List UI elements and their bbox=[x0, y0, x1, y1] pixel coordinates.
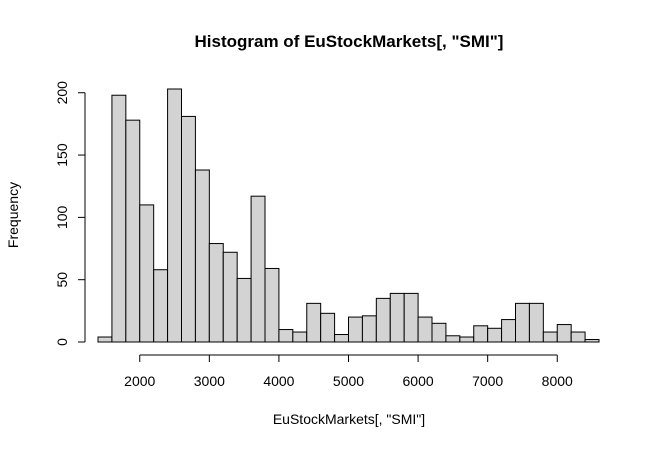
histogram-bar bbox=[584, 339, 600, 343]
histogram-bar bbox=[403, 292, 419, 343]
x-axis: 2000 3000 4000 5000 6000 7000 8000 bbox=[124, 354, 573, 389]
histogram-bar bbox=[556, 324, 572, 343]
histogram-bar bbox=[542, 331, 558, 343]
x-tick-label: 6000 bbox=[403, 373, 434, 389]
bars-group bbox=[97, 88, 600, 343]
histogram-bar bbox=[111, 94, 127, 343]
histogram-bar bbox=[181, 115, 196, 343]
histogram-bar bbox=[375, 297, 391, 343]
histogram-bar bbox=[264, 267, 280, 343]
histogram-bar bbox=[97, 336, 113, 343]
histogram-bar bbox=[306, 302, 322, 343]
y-tick-label: 50 bbox=[54, 272, 70, 288]
x-tick-label: 7000 bbox=[472, 373, 503, 389]
histogram-bar bbox=[389, 292, 405, 343]
histogram-bar bbox=[292, 331, 308, 343]
y-tick-label: 100 bbox=[54, 205, 70, 229]
histogram-bar bbox=[473, 325, 489, 343]
histogram-bar bbox=[431, 322, 447, 343]
histogram-bar bbox=[320, 312, 336, 343]
histogram-bar bbox=[125, 119, 141, 343]
histogram-bar bbox=[501, 319, 516, 343]
histogram-bar bbox=[528, 302, 544, 343]
histogram-bar bbox=[194, 169, 210, 343]
histogram-bar bbox=[153, 269, 169, 343]
x-tick-label: 2000 bbox=[124, 373, 155, 389]
histogram-bar bbox=[459, 336, 475, 343]
histogram-bar bbox=[208, 243, 224, 343]
y-tick-label: 0 bbox=[54, 338, 70, 346]
histogram-bar bbox=[348, 316, 363, 343]
x-tick-label: 3000 bbox=[194, 373, 225, 389]
histogram-bar bbox=[222, 251, 238, 343]
histogram-bar bbox=[334, 334, 349, 343]
y-axis-label: Frequency bbox=[5, 182, 21, 248]
y-tick-label: 200 bbox=[54, 81, 70, 105]
histogram-bar bbox=[236, 277, 252, 343]
histogram-bar bbox=[361, 315, 377, 343]
histogram-bar bbox=[139, 204, 155, 343]
histogram-bar bbox=[167, 88, 183, 343]
x-tick-label: 8000 bbox=[542, 373, 573, 389]
histogram-bar bbox=[278, 329, 294, 343]
histogram-bar bbox=[570, 331, 586, 343]
y-axis: 0 50 100 150 200 bbox=[54, 81, 86, 346]
histogram-bar bbox=[417, 316, 433, 343]
y-tick-label: 150 bbox=[54, 143, 70, 167]
histogram-bar bbox=[250, 195, 266, 343]
x-axis-label: EuStockMarkets[, "SMI"] bbox=[273, 411, 425, 427]
chart-title: Histogram of EuStockMarkets[, "SMI"] bbox=[195, 32, 504, 51]
x-tick-label: 5000 bbox=[333, 373, 364, 389]
histogram-bar bbox=[487, 327, 503, 343]
x-tick-label: 4000 bbox=[263, 373, 294, 389]
histogram-bar bbox=[515, 302, 530, 343]
histogram-bar bbox=[445, 335, 461, 343]
